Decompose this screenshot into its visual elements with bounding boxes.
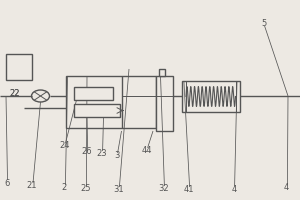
Text: 22: 22 (9, 88, 20, 98)
Text: 6: 6 (5, 178, 10, 188)
Text: 4: 4 (231, 184, 237, 194)
Text: 24: 24 (59, 142, 70, 150)
Text: 3: 3 (114, 151, 120, 160)
Text: 26: 26 (82, 146, 92, 156)
Bar (156, 76, 172, 131)
Bar (6, 54, 31, 80)
Bar (182, 81, 240, 112)
Bar (66, 76, 156, 128)
Text: 5: 5 (261, 20, 267, 28)
Text: 2: 2 (62, 183, 67, 192)
Text: 25: 25 (80, 184, 91, 193)
Text: 44: 44 (142, 146, 152, 155)
Text: 4: 4 (284, 184, 289, 192)
Bar (74, 87, 112, 100)
Text: 21: 21 (26, 181, 37, 190)
Bar (74, 104, 120, 117)
Text: 32: 32 (158, 184, 169, 193)
Text: 41: 41 (184, 185, 194, 194)
Text: 23: 23 (97, 149, 107, 158)
Bar (159, 69, 165, 76)
Text: 22: 22 (9, 88, 20, 98)
Text: 31: 31 (113, 185, 124, 194)
